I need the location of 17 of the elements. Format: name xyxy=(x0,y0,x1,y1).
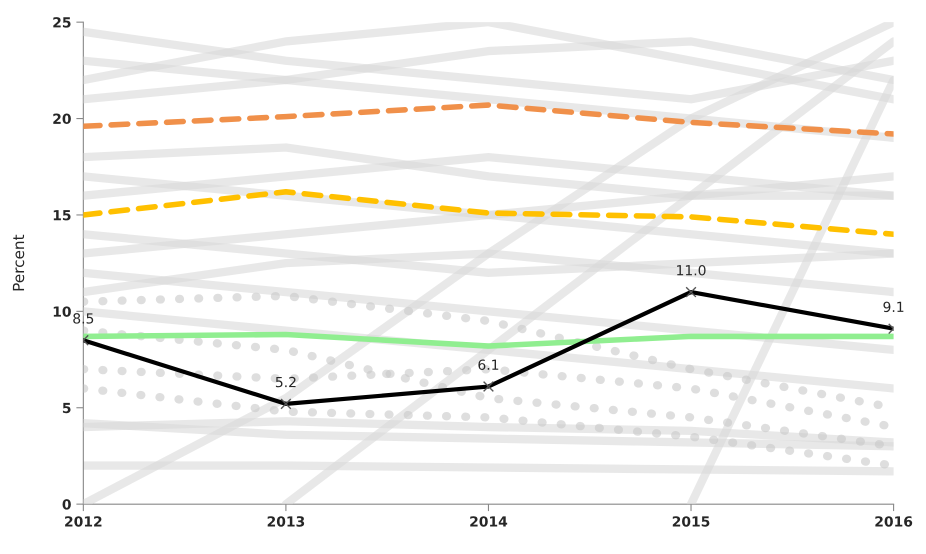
x-tick-label: 2012 xyxy=(65,516,102,527)
y-tick-label: 20 xyxy=(53,114,71,124)
x-tick-label: 2016 xyxy=(875,516,912,527)
data-label: 9.1 xyxy=(883,302,904,312)
y-tick-label: 15 xyxy=(54,210,71,220)
y-tick-label: 5 xyxy=(62,402,71,414)
y-axis-title: Percent xyxy=(12,234,24,290)
x-tick-label: 2015 xyxy=(672,516,710,527)
data-label: 6.1 xyxy=(478,359,498,370)
data-label: 8.5 xyxy=(73,313,94,324)
y-tick-label: 25 xyxy=(53,17,71,28)
data-label: 5.2 xyxy=(276,376,296,388)
data-label: 11.0 xyxy=(677,264,706,276)
y-tick-label: 0 xyxy=(62,499,71,510)
y-tick-label: 10 xyxy=(54,306,71,317)
x-tick-label: 2013 xyxy=(268,516,304,527)
x-tick-label: 2014 xyxy=(470,516,508,527)
